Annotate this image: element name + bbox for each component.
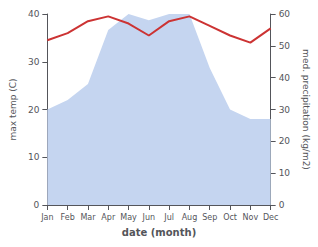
svg-text:date (month): date (month) [122, 227, 196, 238]
svg-text:10: 10 [279, 168, 291, 178]
svg-text:Sep: Sep [202, 213, 217, 222]
svg-text:30: 30 [279, 105, 291, 115]
svg-text:0: 0 [34, 200, 40, 210]
svg-text:Oct: Oct [223, 213, 237, 222]
svg-text:Dec: Dec [263, 213, 278, 222]
svg-text:May: May [120, 213, 137, 222]
svg-text:50: 50 [279, 41, 291, 51]
svg-text:40: 40 [279, 73, 291, 83]
svg-text:Feb: Feb [61, 213, 75, 222]
svg-text:med. precipitation (kg/m2): med. precipitation (kg/m2) [301, 49, 311, 170]
svg-text:0: 0 [279, 200, 285, 210]
svg-text:20: 20 [28, 105, 40, 115]
svg-text:Jun: Jun [142, 213, 156, 222]
svg-text:30: 30 [28, 57, 40, 67]
svg-text:max temp (C): max temp (C) [8, 78, 18, 140]
svg-text:60: 60 [279, 9, 291, 19]
svg-text:20: 20 [279, 136, 291, 146]
svg-text:Apr: Apr [101, 213, 116, 222]
svg-text:Aug: Aug [182, 213, 198, 222]
svg-text:Jan: Jan [40, 213, 53, 222]
svg-text:Jul: Jul [163, 213, 174, 222]
svg-text:Mar: Mar [80, 213, 96, 222]
svg-text:10: 10 [28, 152, 40, 162]
svg-text:Nov: Nov [243, 213, 259, 222]
svg-text:40: 40 [28, 9, 40, 19]
